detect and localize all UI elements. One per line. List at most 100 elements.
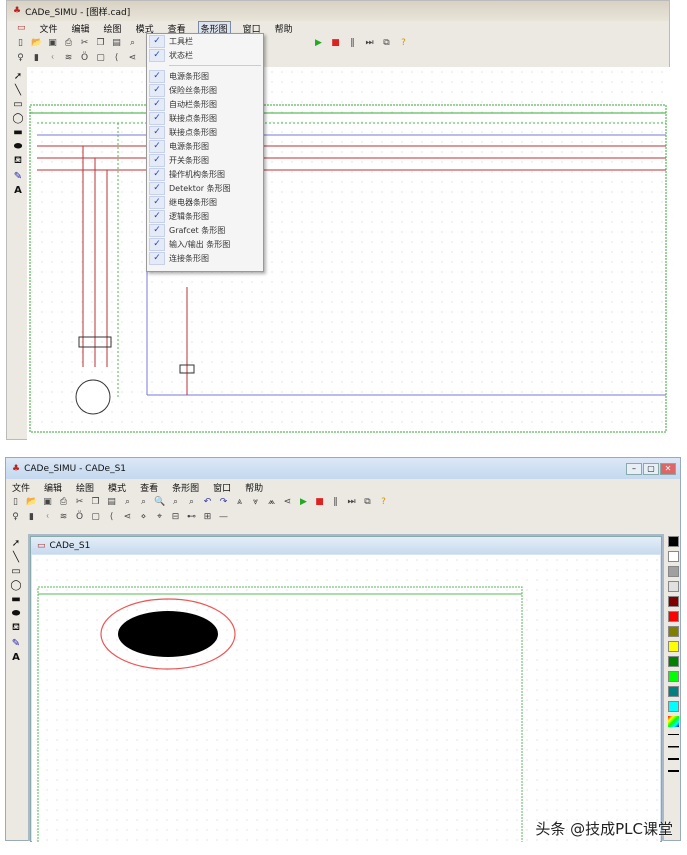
sensor2-icon[interactable]: ⌖ [156,511,163,522]
menu-item-toolbar-option[interactable]: ✓ 电源条形图 [147,69,263,83]
paste-icon[interactable]: ▤ [112,37,121,48]
open-icon[interactable]: 📂 [31,37,43,48]
text-icon[interactable]: A [14,185,22,196]
line-bold-option[interactable] [667,767,679,775]
cut-icon[interactable]: ✂ [75,496,84,507]
color-swatch[interactable] [667,656,679,667]
save-icon[interactable]: ▣ [43,496,52,507]
menu-edit[interactable]: 编辑 [44,483,63,494]
menu-item-toolbar-option[interactable]: ✓ 操作机构条形图 [147,167,263,181]
drawing-canvas[interactable] [27,67,670,440]
window-icon[interactable]: ⧉ [364,496,371,507]
copy-icon[interactable]: ❐ [96,37,105,48]
menu-view[interactable]: 查看 [140,483,159,494]
switch-icon[interactable]: ⟨ [109,511,114,522]
ellipse-icon[interactable]: ◯ [12,113,24,124]
motor-icon[interactable]: Ö [75,511,84,522]
power-icon[interactable]: ♀ [17,52,24,63]
drawing-canvas[interactable] [32,555,660,848]
menu-item-statusbar[interactable]: ✓ 状态栏 [147,48,263,62]
menu-window[interactable]: 窗口 [213,483,232,494]
sensor-icon[interactable]: ⋄ [140,511,147,522]
color-swatch[interactable] [667,551,679,562]
undo-icon[interactable]: ↶ [203,496,212,507]
menu-item-toolbar-option[interactable]: ✓ 联接点条形图 [147,125,263,139]
align3-icon[interactable]: ⩕ [267,496,276,507]
filled-ellipse-icon[interactable]: ⬬ [11,608,21,619]
step-icon[interactable]: ⏭ [365,37,374,48]
pause-icon[interactable]: ‖ [350,37,355,48]
filled-ellipse-icon[interactable]: ⬬ [13,141,23,152]
color-swatch[interactable] [667,641,679,652]
contact-icon[interactable]: ⋖ [123,511,132,522]
motor-icon[interactable]: Ö [80,52,89,63]
align2-icon[interactable]: ⩔ [252,496,259,507]
menu-view[interactable]: 查看 [167,24,186,35]
power-icon[interactable]: ♀ [12,511,19,522]
run-icon[interactable]: ▶ [300,496,307,507]
multicolor-option[interactable] [667,716,679,727]
menu-item-toolbar-option[interactable]: ✓ 连接条形图 [147,251,263,265]
maximize-button[interactable]: ▢ [643,462,659,475]
menu-mode[interactable]: 模式 [135,24,154,35]
line-medium-option[interactable] [667,743,679,751]
menu-file[interactable]: 文件 [12,483,31,494]
menu-item-toolbar-option[interactable]: ✓ 逻辑条形图 [147,209,263,223]
menu-help[interactable]: 帮助 [274,24,293,35]
filled-rect-icon[interactable]: ▬ [13,127,23,138]
menu-item-toolbar[interactable]: ✓ 工具栏 [147,34,263,48]
step-icon[interactable]: ⏭ [347,496,356,507]
pen-icon[interactable]: ✎ [13,171,23,182]
contact-icon[interactable]: ⋖ [128,52,137,63]
paste-icon[interactable]: ▤ [107,496,116,507]
zoom-out-icon[interactable]: ⌕ [140,496,147,507]
coil-icon[interactable]: ▢ [91,511,100,522]
menu-item-toolbar-option[interactable]: ✓ 联接点条形图 [147,111,263,125]
color-swatch[interactable] [667,566,679,577]
stop-icon[interactable]: ■ [331,37,340,48]
menu-mode[interactable]: 模式 [108,483,127,494]
arrow-icon[interactable]: ➚ [13,71,23,82]
window-icon[interactable]: ⧉ [383,37,390,48]
wire-icon[interactable]: — [219,511,228,522]
align4-icon[interactable]: ⋖ [283,496,292,507]
menu-edit[interactable]: 编辑 [71,24,90,35]
fill-icon[interactable]: ⛾ [13,155,23,166]
rect-icon[interactable]: ▭ [11,566,21,577]
color-swatch[interactable] [667,701,679,712]
menu-item-toolbar-option[interactable]: ✓ Detektor 条形图 [147,181,263,195]
switch-icon[interactable]: ⟨ [114,52,119,63]
fuse-icon[interactable]: ▮ [34,52,39,63]
menu-file[interactable]: 文件 [39,24,58,35]
line-icon[interactable]: ╲ [12,552,20,563]
fill-icon[interactable]: ⛾ [11,622,21,633]
minimize-button[interactable]: – [626,462,642,475]
line-icon[interactable]: ╲ [14,85,22,96]
menu-item-toolbar-option[interactable]: ✓ Grafcet 条形图 [147,223,263,237]
menu-draw[interactable]: 绘图 [103,24,122,35]
help-icon[interactable]: ? [401,37,406,48]
menu-item-toolbar-option[interactable]: ✓ 输入/输出 条形图 [147,237,263,251]
new-icon[interactable]: ▯ [18,37,23,48]
rect-icon[interactable]: ▭ [13,99,23,110]
open-icon[interactable]: 📂 [26,496,38,507]
zoom-icon[interactable]: ⌕ [129,37,136,48]
menu-item-toolbar-option[interactable]: ✓ 继电器条形图 [147,195,263,209]
save-icon[interactable]: ▣ [48,37,57,48]
zoom-fit-icon[interactable]: ⌕ [172,496,179,507]
color-swatch[interactable] [667,581,679,592]
menu-help[interactable]: 帮助 [245,483,264,494]
menu-toolbars[interactable]: 条形图 [172,483,200,494]
line-thick-option[interactable] [667,755,679,763]
new-icon[interactable]: ▯ [13,496,18,507]
print-icon[interactable]: ⎙ [59,496,68,507]
text-icon[interactable]: A [12,652,20,663]
color-swatch[interactable] [667,536,679,547]
color-swatch[interactable] [667,671,679,682]
breaker-icon[interactable]: ᚲ [49,52,56,63]
color-swatch[interactable] [667,626,679,637]
redo-icon[interactable]: ↷ [219,496,228,507]
line-thin-option[interactable] [667,731,679,739]
menu-item-toolbar-option[interactable]: ✓ 保险丝条形图 [147,83,263,97]
close-button[interactable]: ✕ [660,462,676,475]
